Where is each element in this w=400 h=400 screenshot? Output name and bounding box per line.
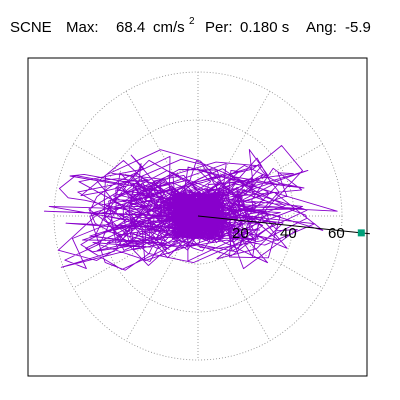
max-label: Max: — [66, 19, 99, 36]
radial-tick-label-60: 60 — [328, 225, 345, 242]
angle-label: Ang: — [306, 19, 337, 36]
period-label: Per: — [205, 19, 233, 36]
chart-header: SCNE Max: 68.4 cm/s 2 Per: 0.180 s Ang: … — [10, 16, 371, 36]
trace-core-2 — [170, 191, 225, 241]
angle-value: -5.9 — [345, 19, 371, 36]
plot-overlay: 20 40 60 — [197, 215, 370, 242]
max-marker — [357, 229, 365, 237]
max-unit: cm/s — [153, 19, 185, 36]
radial-tick-label-20: 20 — [232, 225, 249, 242]
max-direction-line — [197, 215, 370, 235]
station-code: SCNE — [10, 19, 52, 36]
max-value: 68.4 — [116, 19, 145, 36]
period-value: 0.180 s — [240, 19, 289, 36]
plot-frame — [27, 57, 368, 377]
radial-tick-label-40: 40 — [280, 225, 297, 242]
max-unit-exponent: 2 — [189, 16, 195, 27]
motion-trace — [43, 145, 338, 271]
